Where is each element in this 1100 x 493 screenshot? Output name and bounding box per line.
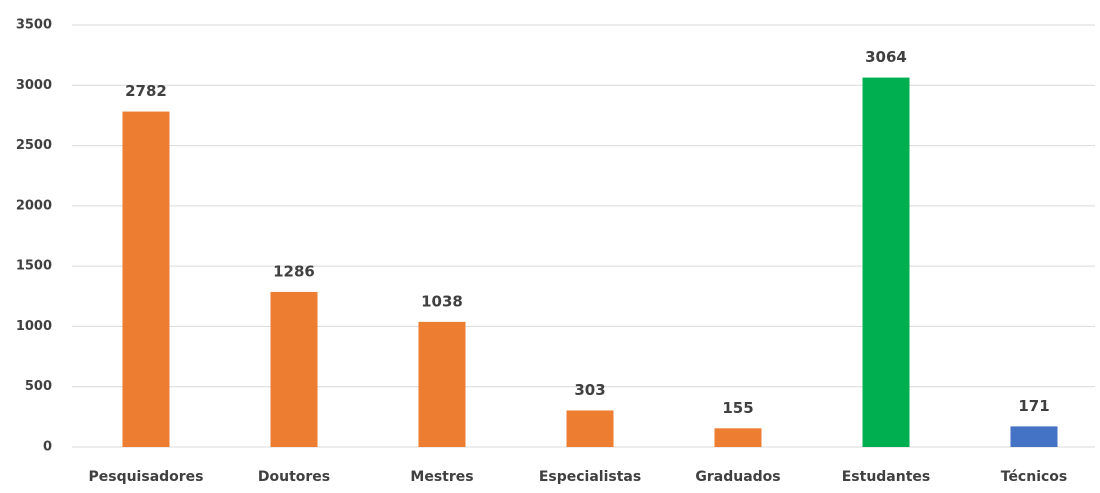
x-tick-label: Estudantes bbox=[842, 469, 931, 485]
bar bbox=[566, 410, 614, 447]
bar bbox=[122, 111, 170, 447]
y-tick-label: 2000 bbox=[16, 198, 52, 213]
y-tick-label: 0 bbox=[43, 440, 52, 455]
y-tick-label: 2500 bbox=[16, 138, 52, 153]
data-label: 1286 bbox=[273, 262, 315, 280]
y-tick-label: 3000 bbox=[16, 78, 52, 93]
y-tick-label: 500 bbox=[25, 379, 52, 394]
data-label: 171 bbox=[1018, 397, 1049, 415]
data-label: 2782 bbox=[125, 82, 167, 100]
bar bbox=[1010, 426, 1058, 447]
bar bbox=[418, 321, 466, 447]
bar bbox=[862, 77, 910, 447]
x-tick-label: Especialistas bbox=[539, 469, 641, 485]
y-tick-label: 3500 bbox=[16, 18, 52, 33]
data-label: 1038 bbox=[421, 292, 463, 310]
data-label: 155 bbox=[722, 399, 753, 417]
x-tick-label: Pesquisadores bbox=[88, 469, 203, 485]
bar bbox=[714, 428, 762, 447]
y-tick-label: 1500 bbox=[16, 259, 52, 274]
data-label: 3064 bbox=[865, 48, 907, 66]
bar bbox=[270, 291, 318, 447]
x-tick-label: Doutores bbox=[258, 469, 330, 485]
data-label: 303 bbox=[574, 381, 605, 399]
y-tick-label: 1000 bbox=[16, 319, 52, 334]
x-tick-label: Técnicos bbox=[1001, 469, 1068, 485]
x-tick-label: Mestres bbox=[410, 469, 473, 485]
x-tick-label: Graduados bbox=[695, 469, 780, 485]
